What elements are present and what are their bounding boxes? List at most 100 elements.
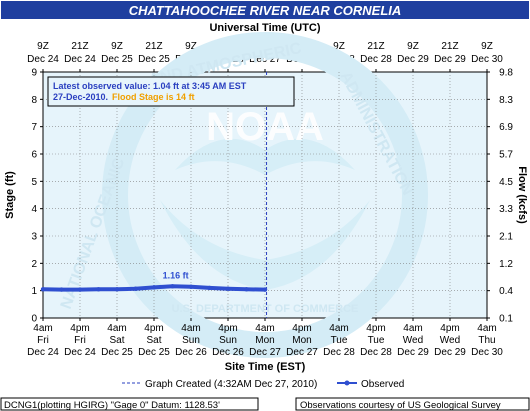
bottom-tick-day: Sun xyxy=(219,335,237,346)
bottom-tick-date: Dec 24 xyxy=(27,347,59,358)
right-tick-label: 3.3 xyxy=(499,204,513,215)
noaa-seal-outer-icon xyxy=(102,32,428,358)
bottom-tick-day: Mon xyxy=(255,335,274,346)
bottom-tick-day: Fri xyxy=(37,335,49,346)
bottom-tick-date: Dec 27 xyxy=(249,347,281,358)
observed-point xyxy=(96,287,101,292)
bottom-tick-date: Dec 26 xyxy=(175,347,207,358)
left-tick-label: 3 xyxy=(31,232,37,243)
bottom-axis-title: Site Time (EST) xyxy=(225,361,306,373)
left-tick-label: 9 xyxy=(31,68,37,79)
bottom-tick-time: 4am xyxy=(403,323,422,334)
left-tick-label: 4 xyxy=(31,204,37,215)
top-tick-date: Dec 25 xyxy=(101,54,133,65)
annotation-date: 27-Dec-2010. xyxy=(53,92,108,102)
bottom-tick-date: Dec 29 xyxy=(397,347,429,358)
bottom-tick-time: 4am xyxy=(33,323,52,334)
right-tick-label: 9.8 xyxy=(499,68,513,79)
left-tick-label: 5 xyxy=(31,177,37,188)
footer-right: Observations courtesy of US Geological S… xyxy=(300,400,501,411)
top-axis-title: Universal Time (UTC) xyxy=(209,22,320,34)
bottom-tick-time: 4pm xyxy=(366,323,385,334)
annotation-flood-stage: Flood Stage is 14 ft xyxy=(112,92,195,102)
left-axis-title: Stage (ft) xyxy=(4,171,16,219)
bottom-tick-time: 4pm xyxy=(440,323,459,334)
bottom-tick-date: Dec 29 xyxy=(434,347,466,358)
top-tick-date: Dec 27 xyxy=(249,54,281,65)
bottom-tick-date: Dec 25 xyxy=(101,347,133,358)
bottom-tick-day: Mon xyxy=(292,335,311,346)
observed-point xyxy=(151,285,157,290)
left-tick-label: 2 xyxy=(31,259,37,270)
top-tick-time: 9Z xyxy=(333,41,345,52)
bottom-tick-day: Tue xyxy=(368,335,385,346)
annotation-box xyxy=(47,76,295,107)
observed-point xyxy=(77,287,83,292)
bottom-tick-date: Dec 28 xyxy=(360,347,392,358)
title-banner xyxy=(1,1,529,19)
bottom-tick-date: Dec 24 xyxy=(64,347,96,358)
observed-point xyxy=(188,284,194,290)
observed-point xyxy=(133,286,138,291)
left-tick-label: 7 xyxy=(31,122,37,133)
bottom-tick-day: Wed xyxy=(403,335,423,346)
bottom-tick-time: 4am xyxy=(107,323,126,334)
right-tick-label: 1.2 xyxy=(499,259,513,270)
top-tick-time: 9Z xyxy=(481,41,493,52)
top-tick-time: 9Z xyxy=(37,41,49,52)
observed-point xyxy=(59,287,64,292)
top-tick-time: 21Z xyxy=(441,41,458,52)
top-tick-time: 9Z xyxy=(111,41,123,52)
bottom-tick-time: 4pm xyxy=(292,323,311,334)
observed-point xyxy=(114,287,120,292)
right-tick-label: 5.7 xyxy=(499,150,513,161)
right-tick-label: 6.9 xyxy=(499,122,513,133)
right-tick-label: 4.5 xyxy=(499,177,513,188)
observed-point xyxy=(40,287,46,292)
right-tick-label: 2.1 xyxy=(499,232,513,243)
top-tick-date: Dec 29 xyxy=(397,54,429,65)
top-tick-date: Dec 28 xyxy=(360,54,392,65)
top-tick-date: Dec 30 xyxy=(471,54,503,65)
observed-point xyxy=(170,284,175,289)
left-tick-label: 0 xyxy=(31,314,37,325)
right-tick-label: 8.3 xyxy=(499,95,513,106)
right-axis-title: Flow (kcfs) xyxy=(516,166,528,224)
right-tick-label: 0.1 xyxy=(499,314,513,325)
bottom-tick-date: Dec 30 xyxy=(471,347,503,358)
bottom-tick-day: Thu xyxy=(478,335,495,346)
observed-series xyxy=(40,284,268,292)
bottom-tick-day: Tue xyxy=(331,335,348,346)
top-tick-time: 9Z xyxy=(185,41,197,52)
legend-created-label: Graph Created (4:32AM Dec 27, 2010) xyxy=(145,379,317,390)
observed-point xyxy=(225,286,231,291)
noaa-wave-icon xyxy=(160,200,370,290)
bottom-tick-day: Sat xyxy=(146,335,161,346)
annotation-line2: 27-Dec-2010. Flood Stage is 14 ft xyxy=(53,92,195,102)
bottom-tick-time: 4pm xyxy=(218,323,237,334)
bottom-tick-date: Dec 26 xyxy=(212,347,244,358)
bottom-tick-time: 4am xyxy=(255,323,274,334)
footer-right-box xyxy=(295,397,530,411)
bottom-tick-time: 4pm xyxy=(144,323,163,334)
top-tick-date: Dec 25 xyxy=(138,54,170,65)
right-tick-label: 0.4 xyxy=(499,286,513,297)
left-tick-label: 6 xyxy=(31,150,37,161)
footer-left: DCNG1(plotting HGIRG) "Gage 0" Datum: 11… xyxy=(4,400,220,411)
footer-left-box xyxy=(0,397,259,411)
bottom-tick-time: 4am xyxy=(329,323,348,334)
top-tick-date: Dec 24 xyxy=(27,54,59,65)
bottom-tick-time: 4pm xyxy=(70,323,89,334)
bottom-tick-date: Dec 27 xyxy=(286,347,318,358)
top-tick-time: 21Z xyxy=(145,41,162,52)
bottom-tick-day: Fri xyxy=(74,335,86,346)
left-tick-label: 1 xyxy=(31,286,37,297)
bottom-tick-day: Sun xyxy=(182,335,200,346)
annotation-line1: Latest observed value: 1.04 ft at 3:45 A… xyxy=(53,81,247,91)
chart-title: CHATTAHOOCHEE RIVER NEAR CORNELIA xyxy=(129,3,402,18)
observed-point xyxy=(207,285,212,291)
legend-observed-label: Observed xyxy=(361,379,404,390)
left-axis-ticks: 0 1 2 3 4 5 6 7 8 9 xyxy=(31,68,43,325)
